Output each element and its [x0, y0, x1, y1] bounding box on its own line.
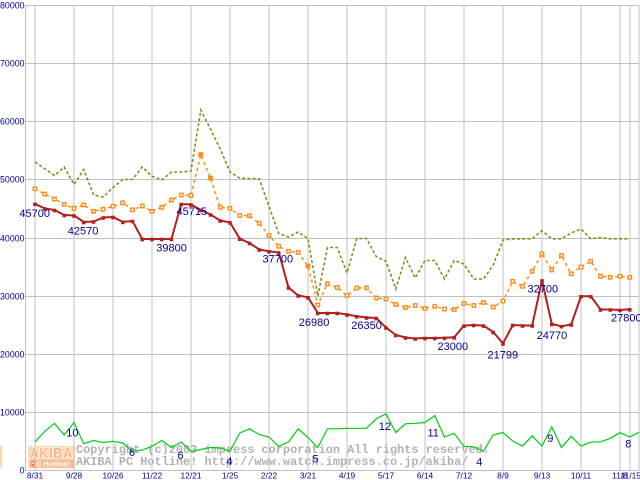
- svg-text:9/28: 9/28: [66, 471, 83, 480]
- svg-text:AKIBA PC Hotline! http://www.: AKIBA PC Hotline! http://www.watch.impre…: [76, 455, 468, 469]
- svg-text:8/31: 8/31: [27, 471, 44, 480]
- svg-text:39800: 39800: [156, 242, 187, 254]
- svg-text:4: 4: [226, 456, 232, 468]
- svg-text:37700: 37700: [263, 254, 294, 266]
- svg-text:9/13: 9/13: [534, 471, 551, 480]
- svg-text:8: 8: [625, 439, 631, 451]
- svg-text:5/17: 5/17: [378, 471, 395, 480]
- svg-text:11/15: 11/15: [621, 471, 640, 480]
- svg-text:11/8: 11/8: [612, 471, 628, 480]
- svg-text:2/22: 2/22: [261, 471, 278, 480]
- svg-text:11: 11: [428, 427, 439, 439]
- svg-text:60000: 60000: [0, 116, 25, 126]
- svg-text:7/12: 7/12: [456, 471, 473, 480]
- svg-text:10000: 10000: [0, 407, 25, 417]
- svg-text:6: 6: [178, 450, 184, 462]
- svg-text:21799: 21799: [488, 350, 519, 362]
- svg-text:45715: 45715: [177, 206, 208, 218]
- svg-text:AKIBA PC Hotline! http://www.: AKIBA PC Hotline! http://www.watch.impre…: [76, 455, 468, 469]
- svg-text:C Hotline!: C Hotline!: [37, 461, 70, 468]
- svg-text:6/14: 6/14: [417, 471, 434, 480]
- svg-text:6: 6: [129, 447, 135, 459]
- svg-text:4/19: 4/19: [339, 471, 356, 480]
- svg-text:3/21: 3/21: [300, 471, 317, 480]
- svg-text:11/22: 11/22: [142, 471, 163, 480]
- svg-text:10/11: 10/11: [571, 471, 592, 480]
- svg-text:80000: 80000: [0, 0, 25, 10]
- svg-text:45700: 45700: [19, 208, 50, 220]
- svg-text:70000: 70000: [0, 58, 25, 68]
- svg-text:12/21: 12/21: [181, 471, 202, 480]
- svg-text:4: 4: [476, 457, 482, 469]
- svg-text:10: 10: [66, 427, 78, 439]
- svg-text:42570: 42570: [68, 225, 99, 237]
- svg-text:26350: 26350: [351, 320, 382, 332]
- svg-text:32700: 32700: [528, 284, 559, 296]
- svg-text:23000: 23000: [438, 341, 469, 353]
- svg-text:10/26: 10/26: [103, 471, 124, 480]
- svg-text:AKIBA: AKIBA: [30, 445, 73, 461]
- svg-text:30000: 30000: [0, 291, 25, 301]
- svg-text:1/25: 1/25: [222, 471, 239, 480]
- svg-text:9: 9: [547, 433, 553, 445]
- svg-text:12: 12: [379, 421, 391, 433]
- svg-text:20000: 20000: [0, 349, 25, 359]
- svg-text:26980: 26980: [299, 317, 330, 329]
- svg-text:40000: 40000: [0, 233, 25, 243]
- svg-text:5: 5: [313, 454, 319, 466]
- svg-text:24770: 24770: [537, 330, 568, 342]
- svg-text:27800: 27800: [611, 312, 640, 324]
- svg-text:50000: 50000: [0, 174, 25, 184]
- svg-text:8/9: 8/9: [497, 471, 509, 480]
- svg-text:0: 0: [20, 465, 25, 475]
